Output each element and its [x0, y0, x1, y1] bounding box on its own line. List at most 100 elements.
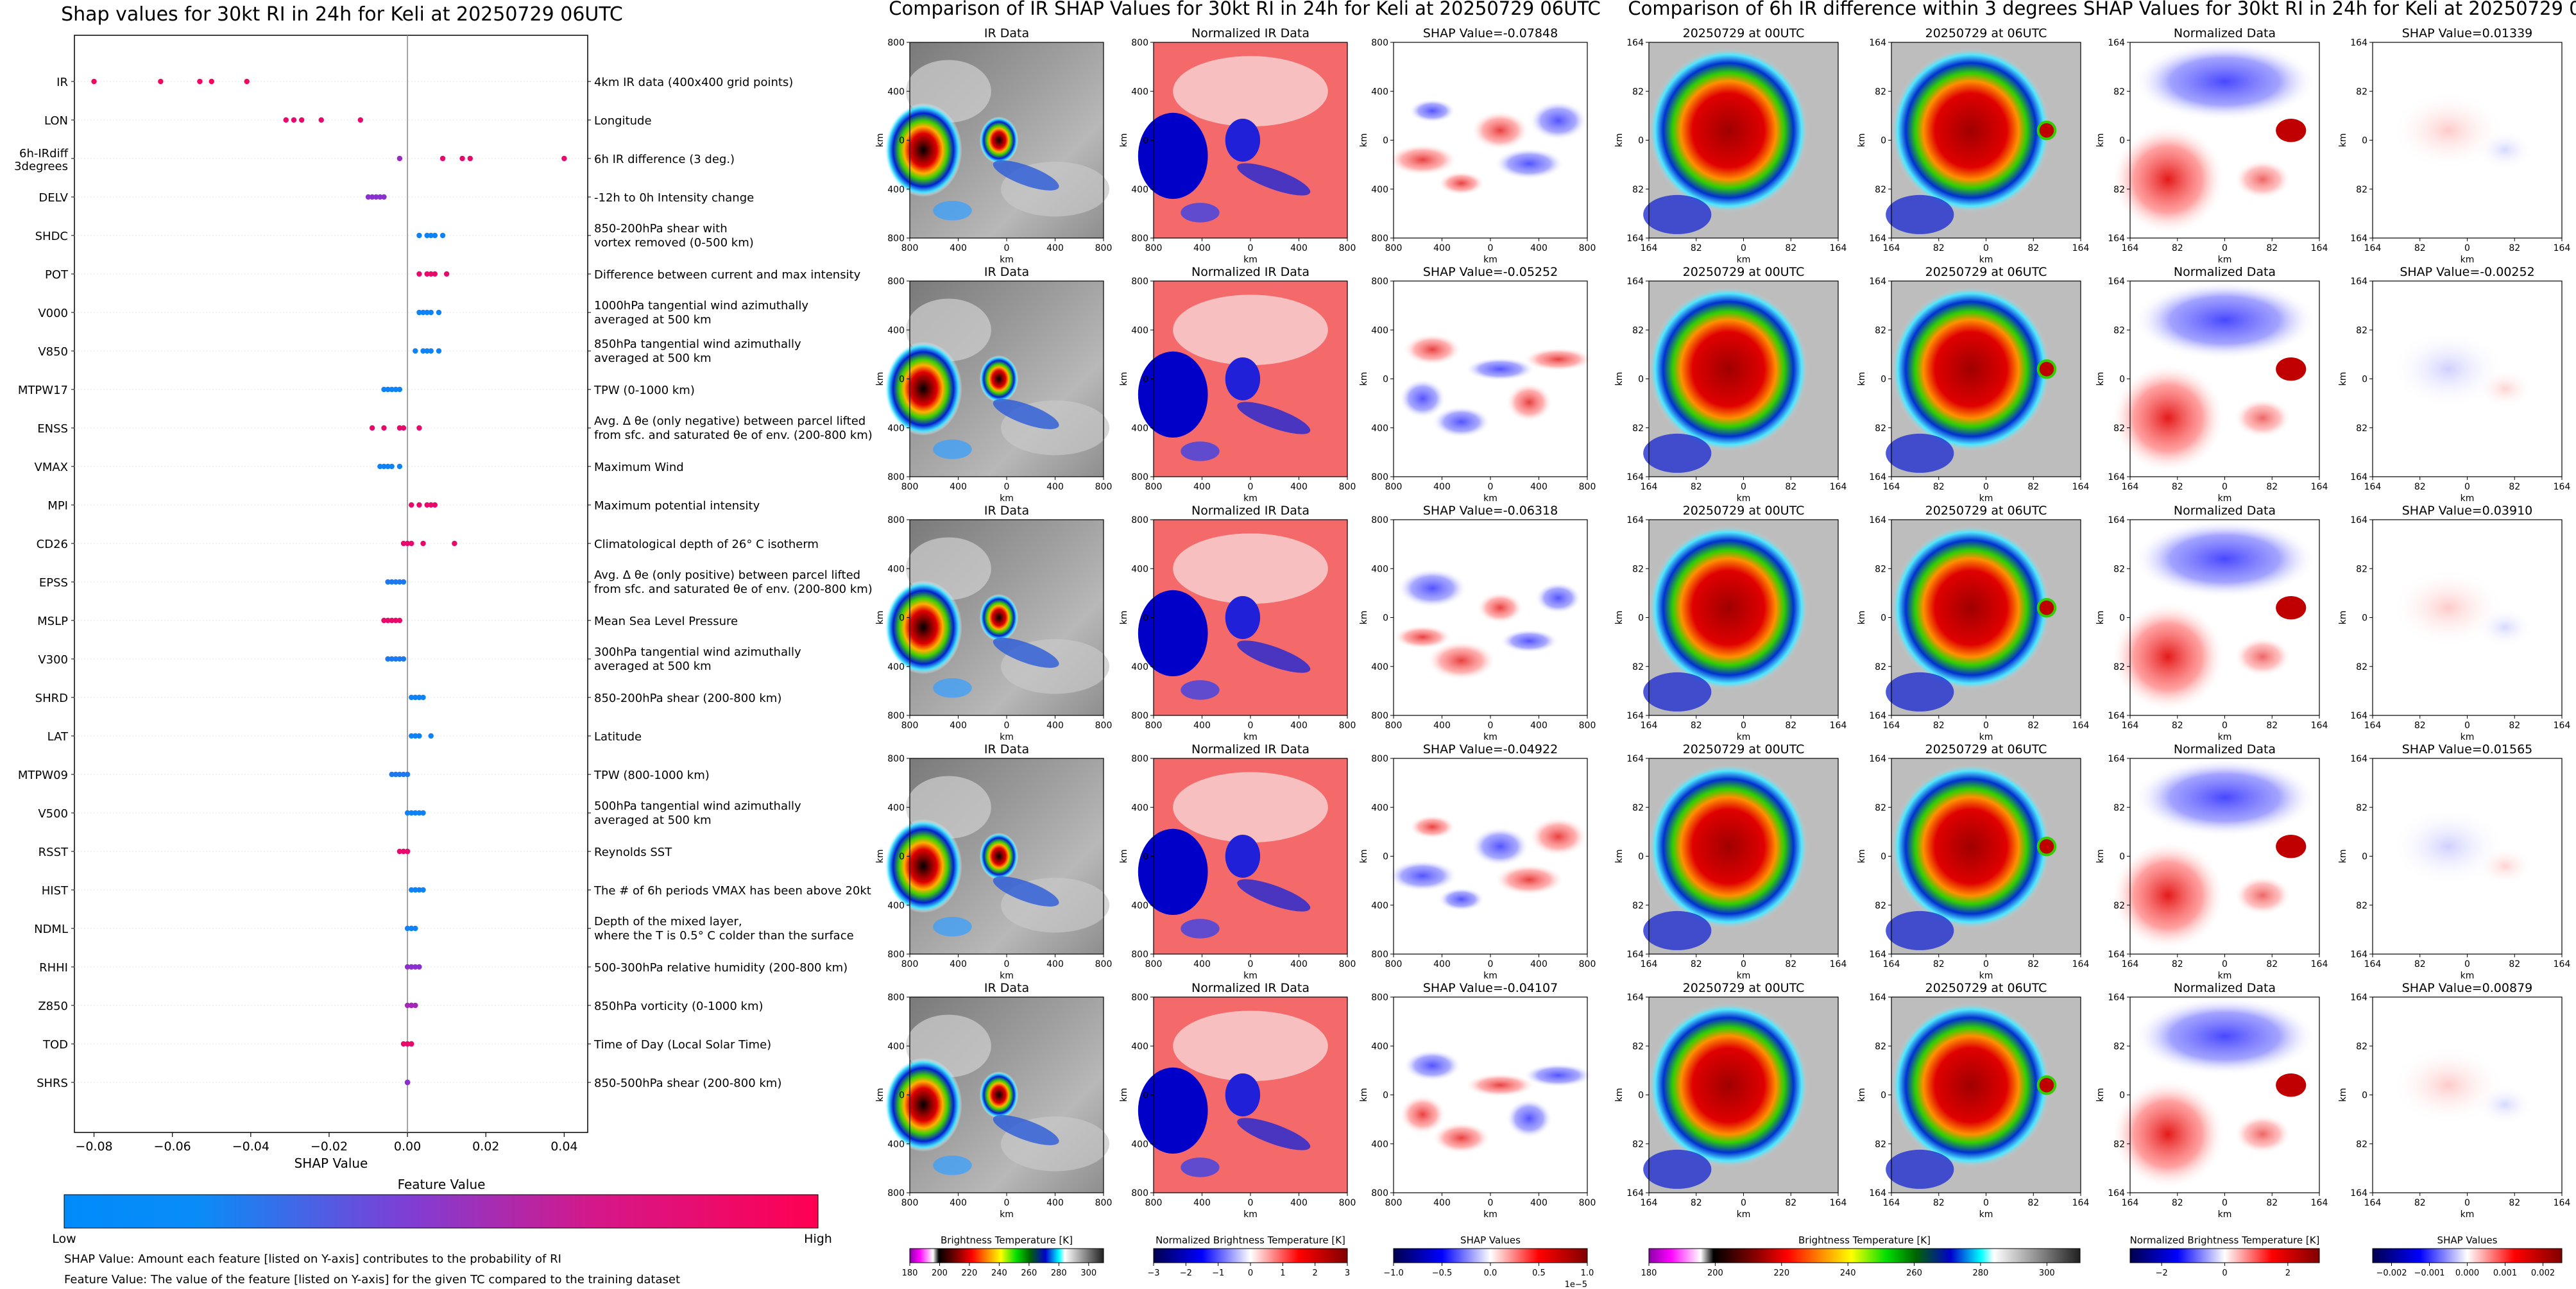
y-axis-label: km [1857, 133, 1867, 148]
y-tick-label: 0 [1143, 375, 1148, 385]
y-axis-label: km [1359, 133, 1369, 148]
y-tick-label: 82 [2113, 325, 2125, 336]
y-axis-label: km [1119, 1088, 1129, 1102]
diff-normalized-colorbar: Normalized Brightness Temperature [K] −2 0… [2129, 1234, 2320, 1278]
footnote-shap: SHAP Value: Amount each feature [listed … [64, 1252, 561, 1266]
ir-normalized-colorbar: Normalized Brightness Temperature [K] −3 −… [1147, 1234, 1350, 1278]
x-tick-label: 82 [1785, 482, 1796, 492]
y-tick-label: 164 [1869, 711, 1886, 721]
panel-title: IR Data [984, 742, 1029, 756]
positive-shap-area [1506, 382, 1553, 422]
x-tick-label: 164 [1883, 1198, 1900, 1208]
x-axis-label: km [1483, 1209, 1497, 1220]
x-tick-label: 164 [1830, 243, 1847, 253]
panel-title: 20250729 at 06UTC [1925, 265, 2047, 279]
y-tick-label: 82 [2356, 662, 2367, 672]
x-tick-label: 82 [2266, 243, 2278, 253]
shap-point [389, 579, 395, 585]
x-tick-label: 82 [1691, 721, 1702, 731]
panel-frame [1891, 280, 2081, 477]
y-tick-label: 164 [2108, 234, 2125, 244]
x-axis-label: km [2461, 732, 2475, 742]
feature-description: TPW (0-1000 km) [593, 384, 695, 397]
normalized-cold-cell [1181, 680, 1220, 700]
colorbar-tick-label: 220 [962, 1268, 978, 1278]
y-tick-label: 0 [1143, 852, 1148, 862]
x-tick-label: 164 [2364, 243, 2382, 253]
x-tick-label: 800 [1385, 482, 1403, 492]
panel-title: Normalized Data [2174, 265, 2276, 279]
y-tick-label: 0 [1383, 613, 1388, 624]
panel-frame [2372, 42, 2563, 239]
y-tick-label: 164 [1869, 754, 1886, 764]
colorbar-tick-label: 0.002 [2531, 1268, 2555, 1278]
feature-description: where the T is 0.5° C colder than the su… [594, 929, 854, 943]
feature-row-rsst: RSST Reynolds SST [38, 846, 673, 859]
colorbar-ramp [909, 1248, 1104, 1263]
y-tick-label: 164 [1869, 993, 1886, 1003]
x-tick-label: 0.04 [550, 1140, 577, 1154]
shap-point [389, 771, 395, 778]
x-tick-label: 0 [1983, 721, 1989, 731]
shap-point [369, 425, 375, 431]
shap-point [389, 386, 395, 393]
footnote-feature: Feature Value: The value of the feature … [64, 1273, 680, 1286]
panel-title: 20250729 at 06UTC [1925, 504, 2047, 518]
x-tick-label: 82 [1691, 243, 1702, 253]
shap-point [408, 810, 414, 816]
x-tick-label: 400 [1433, 721, 1451, 731]
y-axis-label: km [1614, 849, 1625, 864]
panel-frame [1393, 758, 1588, 955]
y-tick-label: 800 [887, 993, 905, 1003]
y-tick-label: 800 [1131, 38, 1148, 48]
shap-point [381, 194, 387, 200]
shap-value-title: SHAP Value=-0.07848 [1423, 26, 1558, 40]
y-tick-label: 82 [2113, 1140, 2125, 1150]
panel-title: IR Data [984, 26, 1029, 40]
x-tick-label: 164 [2554, 243, 2571, 253]
shap-point [397, 617, 403, 624]
irdiff-shap-panel: Comparison of 6h IR difference within 3 … [1614, 0, 2576, 1278]
shap-point [389, 463, 395, 470]
faint-shap-area [2477, 130, 2534, 170]
x-tick-label: 800 [1339, 482, 1356, 492]
panel-title: Normalized IR Data [1191, 26, 1309, 40]
y-tick-label: 82 [2113, 901, 2125, 911]
shap-point [197, 78, 203, 85]
y-tick-label: 164 [1869, 950, 1886, 960]
shap-point [291, 117, 297, 123]
storm-core-keli [979, 116, 1019, 164]
shap-point [413, 925, 418, 932]
feature-label: NDML [34, 923, 68, 936]
y-tick-label: 82 [2356, 325, 2367, 336]
x-axis-label: km [1243, 493, 1258, 504]
x-tick-label: 0 [2222, 1198, 2228, 1208]
y-axis-label: km [1857, 372, 1867, 386]
y-tick-label: 0 [899, 1091, 905, 1101]
normalized-warm-area [2111, 602, 2225, 712]
diff-panel-r2-c3: Normalized Data1641648282008282164164kmk… [2095, 265, 2328, 504]
y-tick-label: 82 [2113, 662, 2125, 672]
panel-frame [1393, 996, 1588, 1193]
negative-shap-area [1409, 99, 1456, 123]
y-tick-label: 82 [1875, 564, 1886, 574]
y-axis-label: km [1614, 372, 1625, 386]
shap-point [400, 656, 407, 662]
x-tick-label: 0 [1488, 721, 1494, 731]
shap-point [298, 117, 305, 123]
feature-row-rhhi: RHHI 500-300hPa relative humidity (200-80… [39, 961, 848, 975]
x-tick-label: 82 [2414, 243, 2426, 253]
y-axis-label: km [1359, 611, 1369, 625]
y-tick-label: 0 [1638, 1091, 1644, 1101]
y-tick-label: 164 [1626, 234, 1644, 244]
eye-feature [2036, 120, 2057, 141]
y-tick-label: 164 [2108, 277, 2125, 287]
feature-row-mtpw17: MTPW17 TPW (0-1000 km) [18, 384, 695, 397]
colorbar-low-label: Low [52, 1232, 76, 1246]
y-tick-label: 0 [2362, 852, 2367, 862]
panel-frame [2372, 758, 2563, 955]
x-tick-label: 82 [2414, 482, 2426, 492]
feature-label: RSST [38, 846, 69, 859]
shap-point [413, 964, 418, 970]
